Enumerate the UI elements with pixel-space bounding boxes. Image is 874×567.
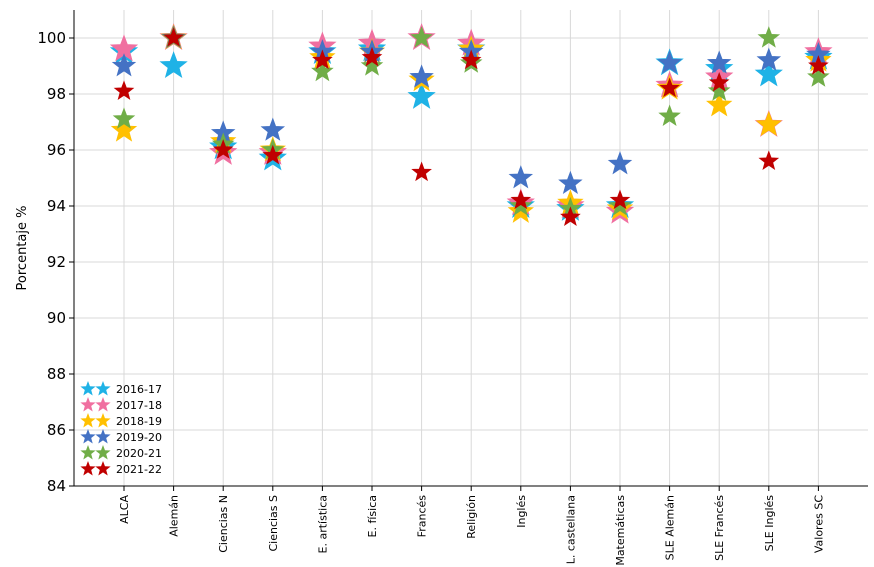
legend-label: 2018-19 (116, 415, 162, 428)
y-tick-label: 94 (47, 197, 66, 215)
x-tick-label: Religión (465, 495, 478, 539)
data-point (754, 59, 783, 87)
x-tick-label: E. física (366, 495, 379, 537)
data-point (111, 53, 137, 77)
y-ticks: 84 86 88 90 92 94 96 98 100 (37, 29, 74, 495)
data-point (113, 80, 135, 100)
data-point (110, 116, 138, 142)
y-tick-label: 96 (47, 141, 66, 159)
data-point (808, 55, 829, 75)
data-point (508, 165, 534, 189)
data-point (163, 27, 184, 47)
y-tick-label: 86 (47, 421, 66, 439)
data-point (212, 139, 234, 159)
data-point (260, 117, 286, 141)
legend-marker (80, 461, 96, 476)
x-tick-label: SLE Inglés (763, 495, 776, 552)
legend-marker (95, 413, 111, 428)
legend-item: 2021-22 (80, 461, 162, 476)
data-point (311, 59, 334, 82)
legend-marker (95, 429, 111, 444)
legend-label: 2017-18 (116, 399, 162, 412)
y-tick-label: 100 (37, 29, 66, 47)
x-tick-label: SLE Francés (713, 495, 726, 561)
data-point (460, 49, 482, 70)
data-point (657, 50, 682, 74)
data-point (609, 189, 631, 210)
y-tick-label: 84 (47, 477, 66, 495)
data-point (262, 144, 284, 165)
data-point (159, 51, 188, 79)
legend-item: 2020-21 (80, 445, 162, 460)
legend-marker (80, 445, 96, 460)
data-point (659, 77, 680, 98)
data-point (807, 65, 830, 87)
legend-marker (95, 397, 111, 412)
legend-marker (80, 397, 96, 412)
data-point (758, 150, 780, 170)
data-point (361, 46, 383, 67)
data-point (706, 91, 733, 117)
legend-label: 2019-20 (116, 431, 162, 444)
data-point (755, 110, 782, 137)
legend: 2016-17 2017-18 2018-19 2019-20 2020-21 2021-… (80, 381, 162, 476)
x-tick-label: ALCA (118, 495, 131, 524)
x-tick-label: Alemán (168, 495, 181, 537)
x-tick-label: SLE Alemán (664, 495, 677, 560)
legend-marker (80, 429, 96, 444)
legend-label: 2020-21 (116, 447, 162, 460)
data-point (658, 104, 681, 126)
legend-item: 2017-18 (80, 397, 162, 412)
data-point (510, 189, 532, 210)
legend-item: 2019-20 (80, 429, 162, 444)
data-point (756, 47, 782, 71)
x-tick-label: Valores SC (812, 495, 825, 553)
data-point (757, 26, 781, 48)
data-point (708, 71, 730, 92)
data-point (360, 54, 384, 76)
data-point (112, 107, 136, 129)
y-tick-label: 98 (47, 85, 66, 103)
y-tick-label: 88 (47, 365, 66, 383)
x-tick-label: L. castellana (564, 495, 577, 564)
data-point (409, 64, 434, 88)
y-tick-label: 92 (47, 253, 66, 271)
x-tick-label: Ciencias N (217, 495, 230, 553)
data-point (560, 206, 581, 226)
data-point (312, 49, 333, 70)
legend-label: 2016-17 (116, 383, 162, 396)
data-point (707, 79, 731, 101)
x-tick-label: Matemáticas (614, 495, 627, 566)
legend-label: 2021-22 (116, 463, 162, 476)
x-tick-label: Francés (416, 495, 429, 538)
legend-marker (80, 381, 96, 396)
x-tick-label: Ciencias S (267, 495, 280, 552)
legend-item: 2016-17 (80, 381, 162, 396)
data-point (407, 81, 436, 109)
legend-marker (80, 413, 96, 428)
x-ticks: ALCA Alemán Ciencias N Ciencias S E. artísti… (118, 486, 825, 566)
data-point (558, 170, 583, 195)
legend-marker (95, 461, 111, 476)
x-tick-label: E. artística (316, 495, 329, 553)
legend-marker (95, 445, 111, 460)
grid (74, 10, 868, 487)
data-points (109, 23, 833, 226)
data-point (411, 161, 432, 182)
y-axis-title: Porcentaje % (15, 206, 30, 291)
legend-item: 2018-19 (80, 413, 162, 428)
data-point (706, 50, 732, 74)
x-tick-label: Inglés (515, 495, 528, 528)
data-point (607, 151, 633, 175)
legend-marker (95, 381, 111, 396)
data-point (410, 26, 433, 48)
y-tick-label: 90 (47, 309, 66, 327)
